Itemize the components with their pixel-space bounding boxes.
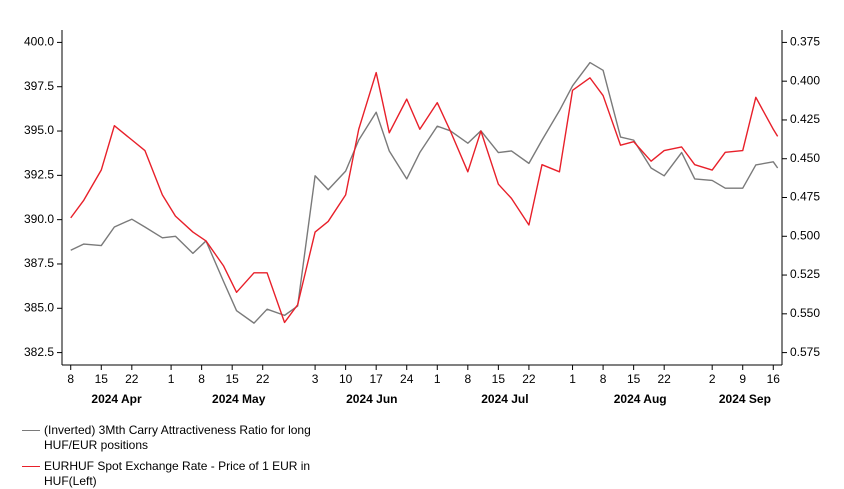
y-tick-label: 395.0	[24, 123, 54, 137]
y2-tick-label: 0.425	[790, 112, 820, 126]
x-group-label: 2024 Sep	[719, 392, 771, 406]
x-group-label: 2024 Jul	[481, 392, 528, 406]
y2-tick-label: 0.550	[790, 306, 820, 320]
y-tick-label: 385.0	[24, 300, 54, 314]
legend-entry: EURHUF Spot Exchange Rate - Price of 1 E…	[22, 459, 354, 489]
y2-tick-label: 0.525	[790, 267, 820, 281]
x-tick-label: 15	[95, 372, 109, 386]
y-tick-label: 387.5	[24, 256, 54, 270]
x-tick-label: 22	[125, 372, 139, 386]
x-tick-label: 9	[739, 372, 746, 386]
x-tick-label: 17	[370, 372, 384, 386]
y2-tick-label: 0.450	[790, 151, 820, 165]
x-tick-label: 2	[709, 372, 716, 386]
series-line	[70, 61, 779, 324]
x-tick-label: 16	[767, 372, 781, 386]
y-tick-label: 400.0	[24, 35, 54, 49]
x-tick-label: 15	[226, 372, 240, 386]
x-group-label: 2024 Aug	[614, 392, 667, 406]
x-group-label: 2024 May	[212, 392, 266, 406]
x-tick-label: 8	[464, 372, 471, 386]
x-group-label: 2024 Jun	[346, 392, 397, 406]
series-line	[70, 71, 779, 324]
legend-label: (Inverted) 3Mth Carry Attractiveness Rat…	[44, 423, 311, 452]
y2-tick-label: 0.575	[790, 345, 820, 359]
x-tick-label: 1	[434, 372, 441, 386]
y-tick-label: 397.5	[24, 79, 54, 93]
x-tick-label: 8	[198, 372, 205, 386]
y2-tick-label: 0.475	[790, 190, 820, 204]
y2-tick-label: 0.400	[790, 73, 820, 87]
legend-entry: (Inverted) 3Mth Carry Attractiveness Rat…	[22, 423, 354, 453]
x-tick-label: 1	[569, 372, 576, 386]
y-tick-label: 382.5	[24, 345, 54, 359]
x-tick-label: 22	[522, 372, 536, 386]
legend-swatch	[22, 466, 40, 467]
x-tick-label: 15	[492, 372, 506, 386]
x-tick-label: 3	[312, 372, 319, 386]
x-tick-label: 10	[339, 372, 353, 386]
x-tick-label: 24	[400, 372, 414, 386]
x-group-label: 2024 Apr	[91, 392, 142, 406]
legend-label: EURHUF Spot Exchange Rate - Price of 1 E…	[44, 459, 311, 488]
y2-tick-label: 0.500	[790, 228, 820, 242]
x-tick-label: 22	[658, 372, 672, 386]
x-tick-label: 22	[256, 372, 270, 386]
x-tick-label: 8	[67, 372, 74, 386]
legend-swatch	[22, 430, 40, 431]
y-tick-label: 390.0	[24, 212, 54, 226]
x-tick-label: 8	[600, 372, 607, 386]
y2-tick-label: 0.375	[790, 35, 820, 49]
x-tick-label: 1	[168, 372, 175, 386]
page: {"chart_data": { "type": "line", "x": ["…	[22, 30, 821, 488]
x-tick-label: 15	[627, 372, 641, 386]
y-tick-label: 392.5	[24, 168, 54, 182]
chart: 382.5 385.0 387.5 390.0 392.5 395.0 397.5 400.0…	[24, 30, 820, 406]
